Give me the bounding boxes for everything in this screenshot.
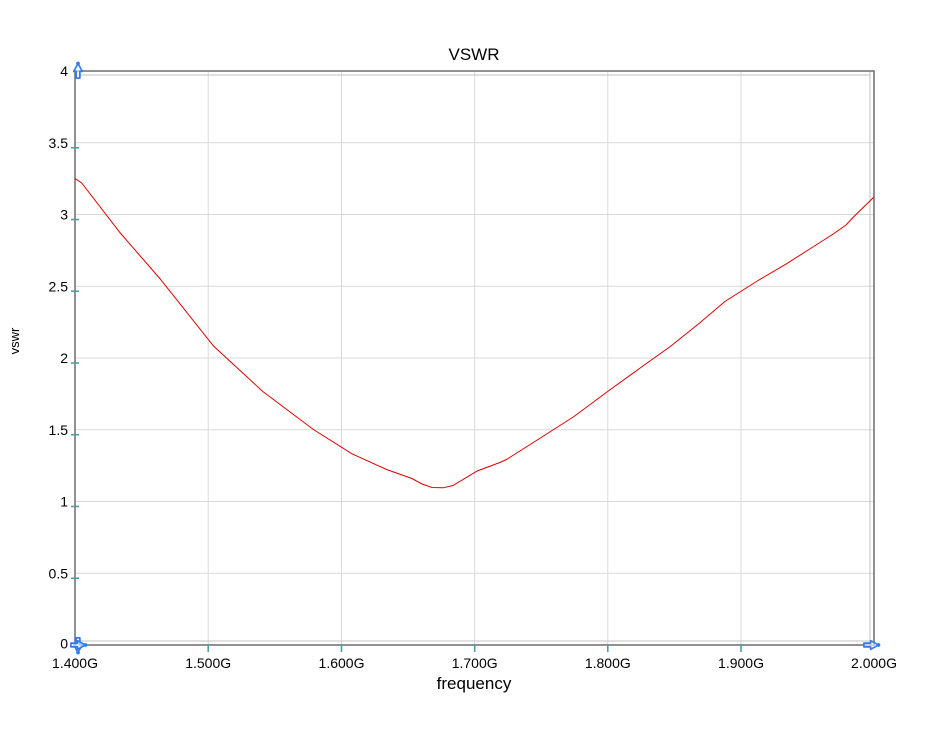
svg-text:3: 3 — [60, 207, 68, 223]
svg-text:1.500G: 1.500G — [185, 655, 231, 671]
svg-text:1.600G: 1.600G — [319, 655, 365, 671]
svg-text:1.800G: 1.800G — [585, 655, 631, 671]
svg-text:0: 0 — [60, 636, 68, 652]
svg-text:1.900G: 1.900G — [718, 655, 764, 671]
svg-text:1.400G: 1.400G — [52, 655, 98, 671]
svg-text:0.5: 0.5 — [49, 565, 69, 581]
svg-text:1.5: 1.5 — [49, 422, 69, 438]
svg-text:1: 1 — [60, 494, 68, 510]
svg-text:2.000G: 2.000G — [851, 655, 897, 671]
svg-text:frequency: frequency — [437, 674, 512, 693]
svg-text:2: 2 — [60, 350, 68, 366]
svg-text:4: 4 — [60, 63, 68, 79]
svg-text:vswr: vswr — [7, 327, 22, 354]
svg-text:3.5: 3.5 — [49, 135, 69, 151]
svg-text:1.700G: 1.700G — [452, 655, 498, 671]
svg-text:VSWR: VSWR — [449, 45, 500, 64]
svg-text:2.5: 2.5 — [49, 278, 69, 294]
